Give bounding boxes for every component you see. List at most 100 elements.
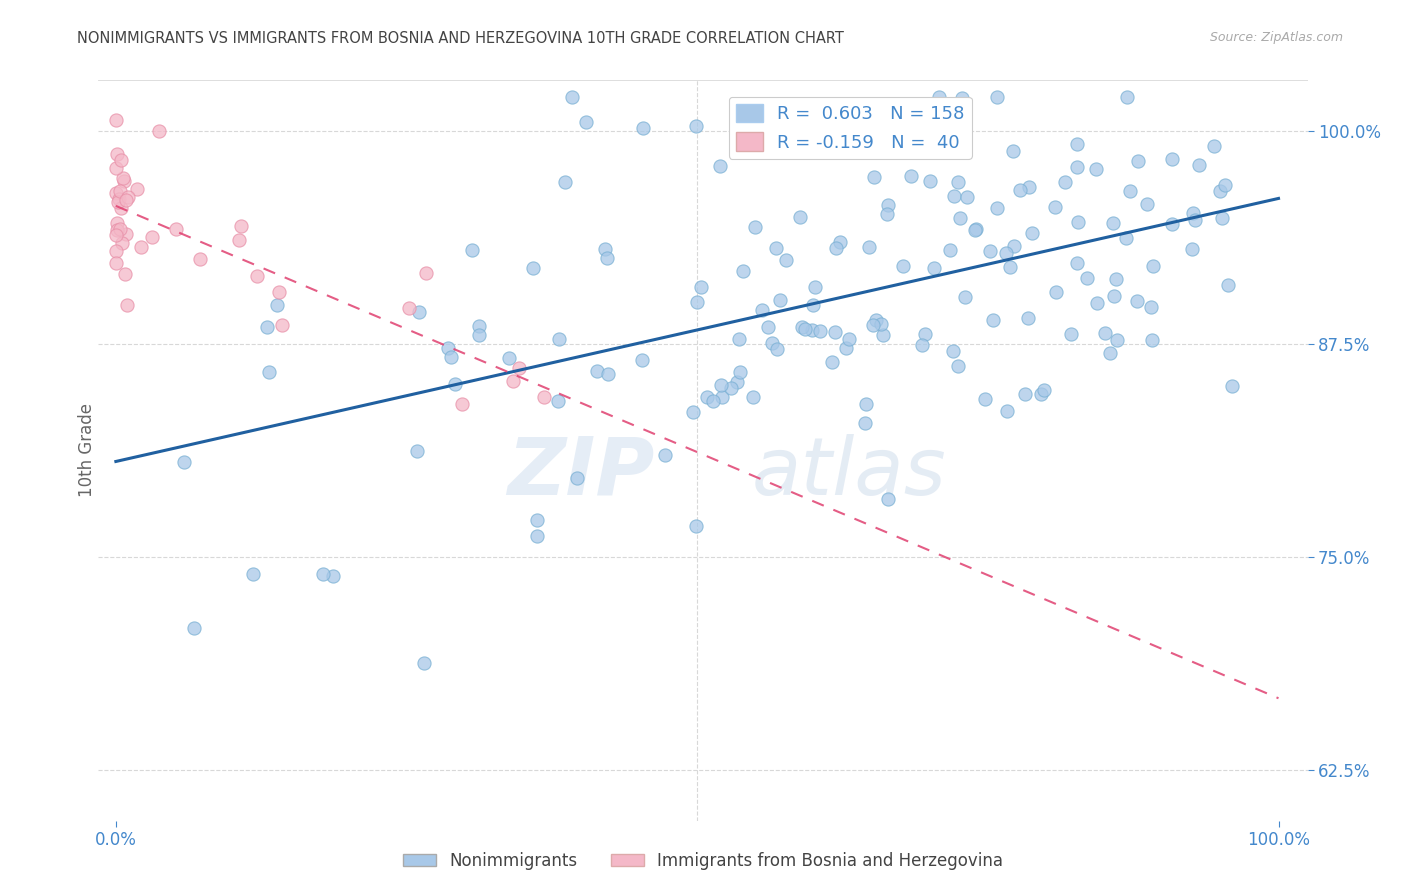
Point — [876, 207, 898, 221]
Point — [105, 161, 128, 175]
Point — [806, 134, 828, 148]
Point — [808, 324, 831, 338]
Point — [686, 295, 709, 310]
Point — [110, 153, 132, 168]
Point — [311, 566, 333, 581]
Point — [769, 293, 792, 308]
Point — [942, 343, 965, 358]
Point — [974, 392, 997, 406]
Point — [911, 338, 934, 352]
Point — [1098, 345, 1121, 359]
Point — [526, 513, 548, 527]
Point — [981, 312, 1004, 326]
Point — [932, 145, 955, 159]
Point — [115, 298, 138, 312]
Point — [946, 359, 969, 374]
Point — [596, 368, 619, 382]
Point — [943, 189, 966, 203]
Point — [508, 361, 530, 376]
Point — [104, 244, 127, 259]
Point — [110, 202, 132, 216]
Point — [439, 351, 461, 365]
Point — [1140, 301, 1163, 315]
Point — [775, 253, 797, 268]
Point — [188, 252, 211, 266]
Point — [914, 327, 936, 342]
Point — [1208, 184, 1230, 198]
Point — [825, 241, 848, 255]
Point — [1220, 379, 1243, 393]
Point — [1126, 294, 1149, 309]
Point — [631, 120, 654, 135]
Text: ZIP: ZIP — [508, 434, 655, 512]
Point — [522, 261, 544, 276]
Point — [105, 227, 128, 242]
Point — [766, 342, 789, 356]
Point — [1213, 178, 1236, 192]
Point — [498, 351, 520, 365]
Point — [922, 261, 945, 276]
Point — [979, 244, 1001, 258]
Point — [751, 303, 773, 318]
Point — [554, 175, 576, 189]
Point — [1104, 272, 1126, 286]
Point — [872, 327, 894, 342]
Point — [245, 269, 267, 284]
Point — [114, 267, 136, 281]
Point — [731, 264, 754, 278]
Point — [789, 210, 811, 224]
Point — [105, 216, 128, 230]
Point — [111, 235, 134, 250]
Point — [1085, 295, 1108, 310]
Point — [1010, 182, 1032, 196]
Point — [574, 115, 596, 129]
Point — [765, 241, 787, 255]
Point — [828, 235, 851, 249]
Point — [1160, 152, 1182, 166]
Point — [821, 355, 844, 369]
Point — [173, 454, 195, 468]
Point — [415, 267, 437, 281]
Point — [654, 449, 676, 463]
Point — [948, 175, 970, 189]
Point — [1002, 239, 1025, 253]
Point — [125, 182, 148, 196]
Point — [689, 280, 711, 294]
Point — [412, 656, 434, 670]
Point — [1204, 138, 1226, 153]
Point — [112, 170, 135, 185]
Point — [1066, 215, 1088, 229]
Point — [965, 221, 987, 235]
Point — [117, 190, 139, 204]
Text: Source: ZipAtlas.com: Source: ZipAtlas.com — [1209, 31, 1343, 45]
Point — [1142, 259, 1164, 273]
Point — [730, 365, 752, 379]
Point — [997, 404, 1019, 418]
Point — [800, 323, 823, 337]
Point — [1014, 386, 1036, 401]
Point — [1018, 179, 1040, 194]
Point — [963, 223, 986, 237]
Point — [702, 394, 724, 409]
Point — [900, 169, 922, 184]
Point — [444, 376, 467, 391]
Point — [266, 298, 288, 312]
Point — [761, 336, 783, 351]
Point — [548, 332, 571, 346]
Point — [1066, 255, 1088, 269]
Point — [728, 333, 751, 347]
Point — [596, 251, 619, 265]
Point — [928, 90, 950, 104]
Point — [1066, 137, 1088, 152]
Point — [792, 320, 814, 334]
Point — [1184, 212, 1206, 227]
Point — [725, 375, 748, 389]
Point — [228, 233, 250, 247]
Point — [1115, 90, 1137, 104]
Point — [855, 397, 877, 411]
Point — [105, 223, 128, 237]
Point — [948, 211, 970, 226]
Point — [891, 259, 914, 273]
Point — [1017, 311, 1039, 326]
Point — [801, 298, 824, 312]
